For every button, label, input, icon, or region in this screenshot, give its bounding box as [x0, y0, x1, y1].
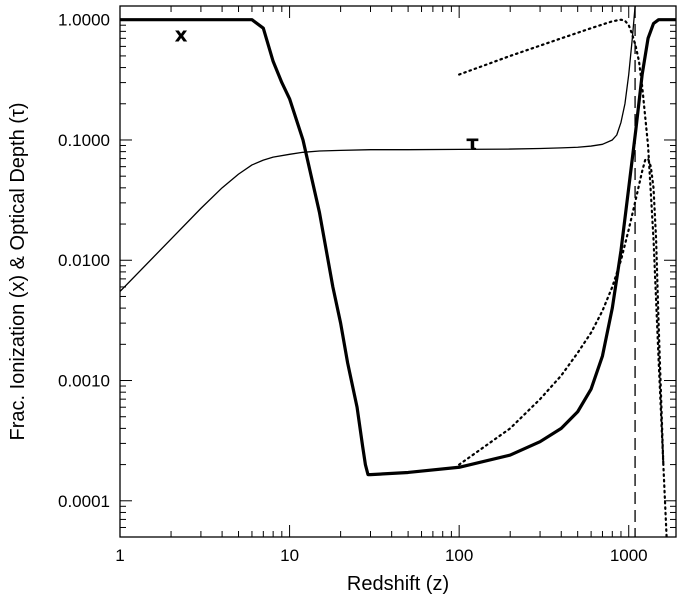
- optical-depth-line: [120, 6, 636, 292]
- annotation-tau: τ: [466, 131, 479, 155]
- annotation-x: x: [175, 23, 188, 47]
- ionization-fraction-line: [120, 18, 676, 477]
- y-tick-label: 1.0000: [58, 11, 110, 30]
- x-tick-label: 100: [445, 546, 473, 565]
- x-axis-title: Redshift (z): [347, 573, 449, 595]
- y-tick-label: 0.0100: [58, 251, 110, 270]
- y-tick-label: 0.0001: [58, 492, 110, 511]
- x-tick-label: 1000: [610, 546, 648, 565]
- y-tick-label: 0.1000: [58, 131, 110, 150]
- plot-frame: [119, 5, 677, 538]
- x-tick-label: 1: [115, 546, 124, 565]
- x-tick-label: 10: [280, 546, 299, 565]
- y-axis-title: Frac. Ionization (x) & Optical Depth (τ): [7, 102, 29, 440]
- visibility-function-line: [458, 18, 668, 537]
- y-tick-label: 0.0010: [58, 372, 110, 391]
- visibility-function-2-line: [458, 157, 665, 466]
